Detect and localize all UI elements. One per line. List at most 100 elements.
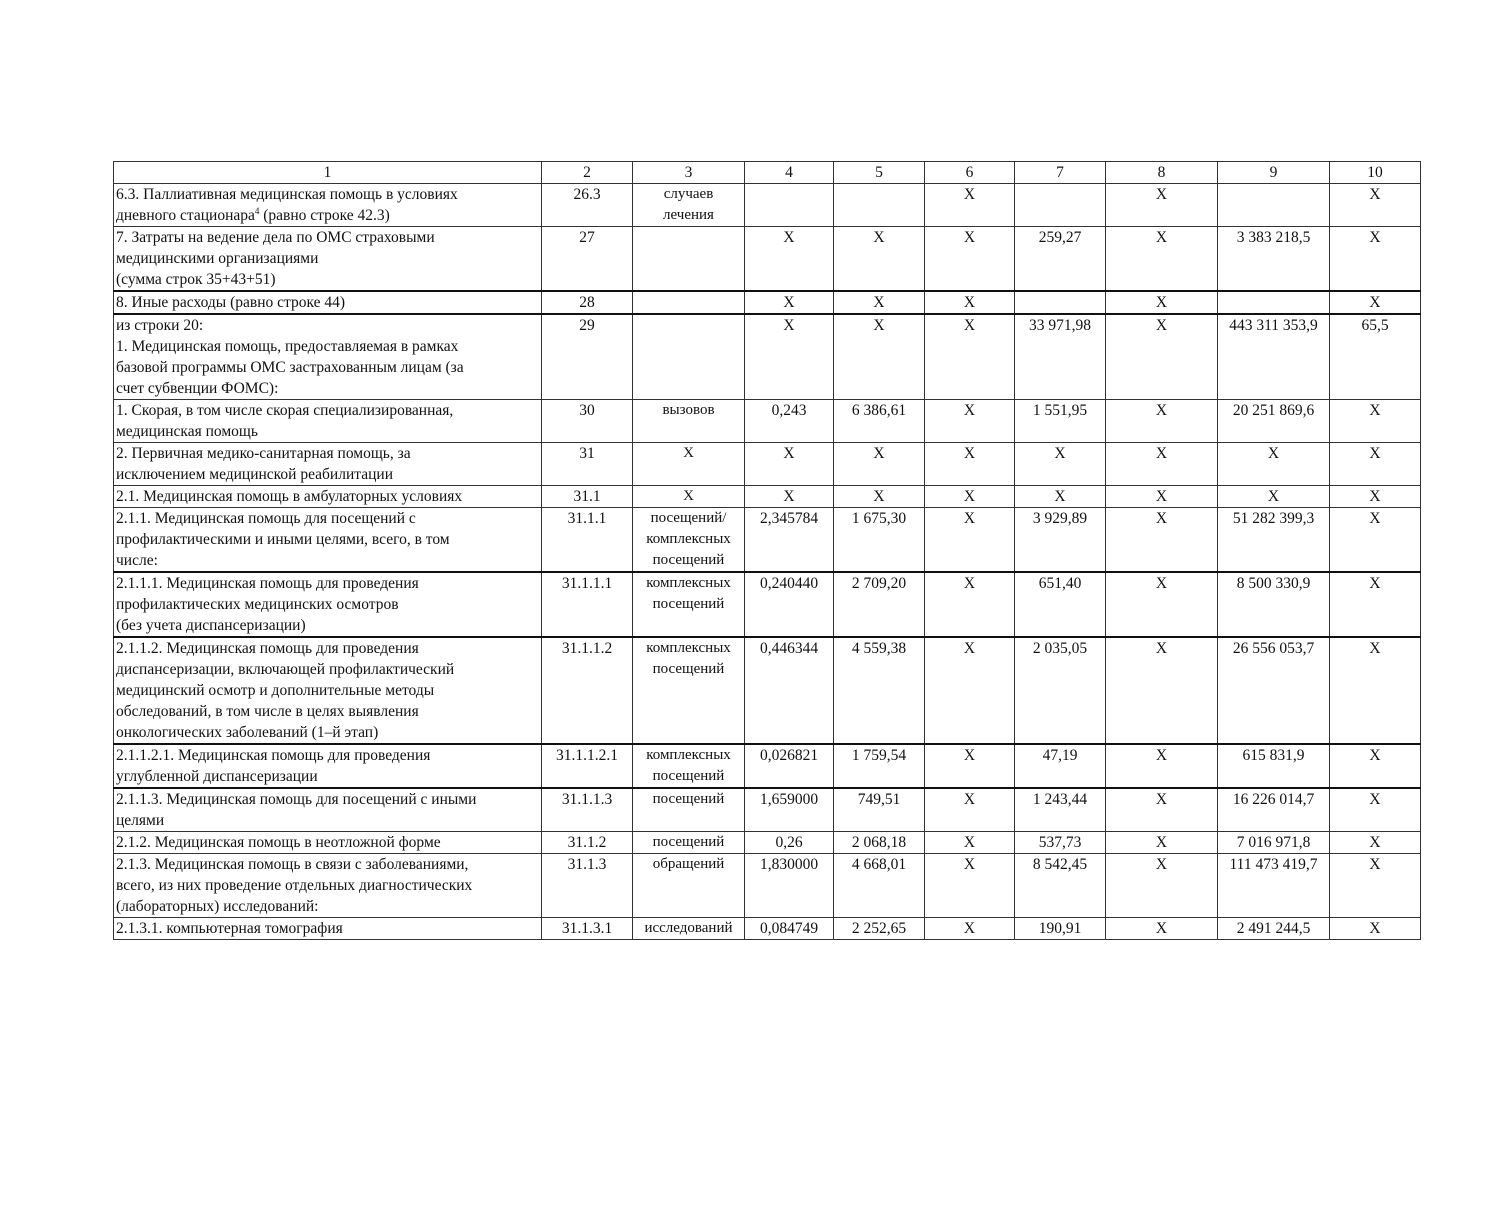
cell-col-2: 31.1.1.3 xyxy=(541,787,633,832)
cell-col-5: 4 559,38 xyxy=(833,636,925,745)
cell-col-9: X xyxy=(1217,442,1330,486)
cell-col-8: X xyxy=(1105,507,1218,573)
cell-col-2: 31.1.3 xyxy=(541,853,633,918)
cell-col-9: 8 500 330,9 xyxy=(1217,571,1330,638)
cell-col-7: 537,73 xyxy=(1014,831,1106,854)
cell-col-10: X xyxy=(1329,636,1421,745)
table-row: 2.1.1. Медицинская помощь для посещений … xyxy=(113,507,1421,573)
cell-col-3: посещений/ комплексных посещений xyxy=(632,507,745,573)
row-name: 2.1.1. Медицинская помощь для посещений … xyxy=(113,507,542,573)
cell-col-9: 20 251 869,6 xyxy=(1217,399,1330,443)
cell-col-7: 8 542,45 xyxy=(1014,853,1106,918)
column-header-6: 6 xyxy=(924,161,1015,184)
cell-col-3: X xyxy=(632,442,745,486)
cell-col-4: X xyxy=(744,290,834,315)
row-name: 2.1.2. Медицинская помощь в неотложной ф… xyxy=(113,831,542,854)
cell-col-4: X xyxy=(744,485,834,508)
cell-col-3: случаев лечения xyxy=(632,183,745,227)
cell-col-2: 28 xyxy=(541,290,633,315)
cell-col-8: X xyxy=(1105,831,1218,854)
cell-col-6: X xyxy=(924,636,1015,745)
cell-col-2: 27 xyxy=(541,226,633,292)
table-row: 2.1.2. Медицинская помощь в неотложной ф… xyxy=(113,831,1421,854)
cell-col-9: 7 016 971,8 xyxy=(1217,831,1330,854)
cell-col-6: X xyxy=(924,226,1015,292)
cell-col-4: 1,830000 xyxy=(744,853,834,918)
cell-col-5: 4 668,01 xyxy=(833,853,925,918)
cell-col-8: X xyxy=(1105,442,1218,486)
cell-col-8: X xyxy=(1105,399,1218,443)
cell-col-8: X xyxy=(1105,226,1218,292)
cell-col-4: 1,659000 xyxy=(744,787,834,832)
cell-col-8: X xyxy=(1105,485,1218,508)
cell-col-10: X xyxy=(1329,442,1421,486)
column-header-3: 3 xyxy=(632,161,745,184)
cell-col-6: X xyxy=(924,290,1015,315)
cell-col-3: X xyxy=(632,485,745,508)
row-name: 2.1.1.2. Медицинская помощь для проведен… xyxy=(113,636,542,745)
column-header-8: 8 xyxy=(1105,161,1218,184)
cell-col-10: X xyxy=(1329,226,1421,292)
cell-col-2: 31.1.1 xyxy=(541,507,633,573)
cell-col-9: 51 282 399,3 xyxy=(1217,507,1330,573)
cell-col-5: X xyxy=(833,485,925,508)
cell-col-4: 0,26 xyxy=(744,831,834,854)
row-name-part: (равно строке 42.3) xyxy=(259,207,390,224)
cell-col-4: 0,084749 xyxy=(744,917,834,940)
row-name: 6.3. Паллиативная медицинская помощь в у… xyxy=(113,183,542,227)
cell-col-2: 29 xyxy=(541,313,633,400)
cell-col-9: 443 311 353,9 xyxy=(1217,313,1330,400)
cell-col-3 xyxy=(632,290,745,315)
cell-col-7: 1 243,44 xyxy=(1014,787,1106,832)
column-header-9: 9 xyxy=(1217,161,1330,184)
cell-col-9: 111 473 419,7 xyxy=(1217,853,1330,918)
table-row: 8. Иные расходы (равно строке 44) 28 X X X X X xyxy=(113,290,1421,315)
column-header-5: 5 xyxy=(833,161,925,184)
cell-col-8: X xyxy=(1105,853,1218,918)
cell-col-3: посещений xyxy=(632,831,745,854)
row-name: 2.1.1.3. Медицинская помощь для посещени… xyxy=(113,787,542,832)
row-name: 8. Иные расходы (равно строке 44) xyxy=(113,290,542,315)
cell-col-2: 31.1.1.2.1 xyxy=(541,743,633,789)
cell-col-9: 3 383 218,5 xyxy=(1217,226,1330,292)
cell-col-6: X xyxy=(924,313,1015,400)
cell-col-4: 0,446344 xyxy=(744,636,834,745)
cell-col-10: X xyxy=(1329,787,1421,832)
column-header-4: 4 xyxy=(744,161,834,184)
table-row: 2.1.1.2. Медицинская помощь для проведен… xyxy=(113,636,1421,745)
column-header-7: 7 xyxy=(1014,161,1106,184)
cell-col-4: X xyxy=(744,442,834,486)
cell-col-3: обращений xyxy=(632,853,745,918)
cell-col-6: X xyxy=(924,743,1015,789)
row-name: 2.1.1.1. Медицинская помощь для проведен… xyxy=(113,571,542,638)
cell-col-10: X xyxy=(1329,290,1421,315)
cell-col-8: X xyxy=(1105,917,1218,940)
cell-col-10: X xyxy=(1329,507,1421,573)
cell-col-8: X xyxy=(1105,290,1218,315)
cell-col-7: 47,19 xyxy=(1014,743,1106,789)
row-name-part: 6.3. Паллиативная медицинская помощь в у… xyxy=(116,186,458,224)
table-row: 2.1.1.3. Медицинская помощь для посещени… xyxy=(113,787,1421,832)
cell-col-7: 3 929,89 xyxy=(1014,507,1106,573)
cell-col-7: 259,27 xyxy=(1014,226,1106,292)
cell-col-3: посещений xyxy=(632,787,745,832)
cell-col-5: X xyxy=(833,226,925,292)
cell-col-4: X xyxy=(744,313,834,400)
cell-col-9: 16 226 014,7 xyxy=(1217,787,1330,832)
cell-col-10: X xyxy=(1329,571,1421,638)
column-header-10: 10 xyxy=(1329,161,1421,184)
cell-col-2: 31.1.1.1 xyxy=(541,571,633,638)
cell-col-6: X xyxy=(924,917,1015,940)
table-row: 2. Первичная медико-санитарная помощь, з… xyxy=(113,442,1421,486)
cell-col-5: 2 252,65 xyxy=(833,917,925,940)
cell-col-4: X xyxy=(744,226,834,292)
footnote-marker: 4 xyxy=(254,205,260,216)
cell-col-4: 2,345784 xyxy=(744,507,834,573)
cell-col-7: 651,40 xyxy=(1014,571,1106,638)
cell-col-2: 31 xyxy=(541,442,633,486)
cell-col-4: 0,240440 xyxy=(744,571,834,638)
cell-col-3: исследований xyxy=(632,917,745,940)
cell-col-7 xyxy=(1014,183,1106,227)
cell-col-2: 31.1.1.2 xyxy=(541,636,633,745)
cell-col-3: комплексных посещений xyxy=(632,636,745,745)
